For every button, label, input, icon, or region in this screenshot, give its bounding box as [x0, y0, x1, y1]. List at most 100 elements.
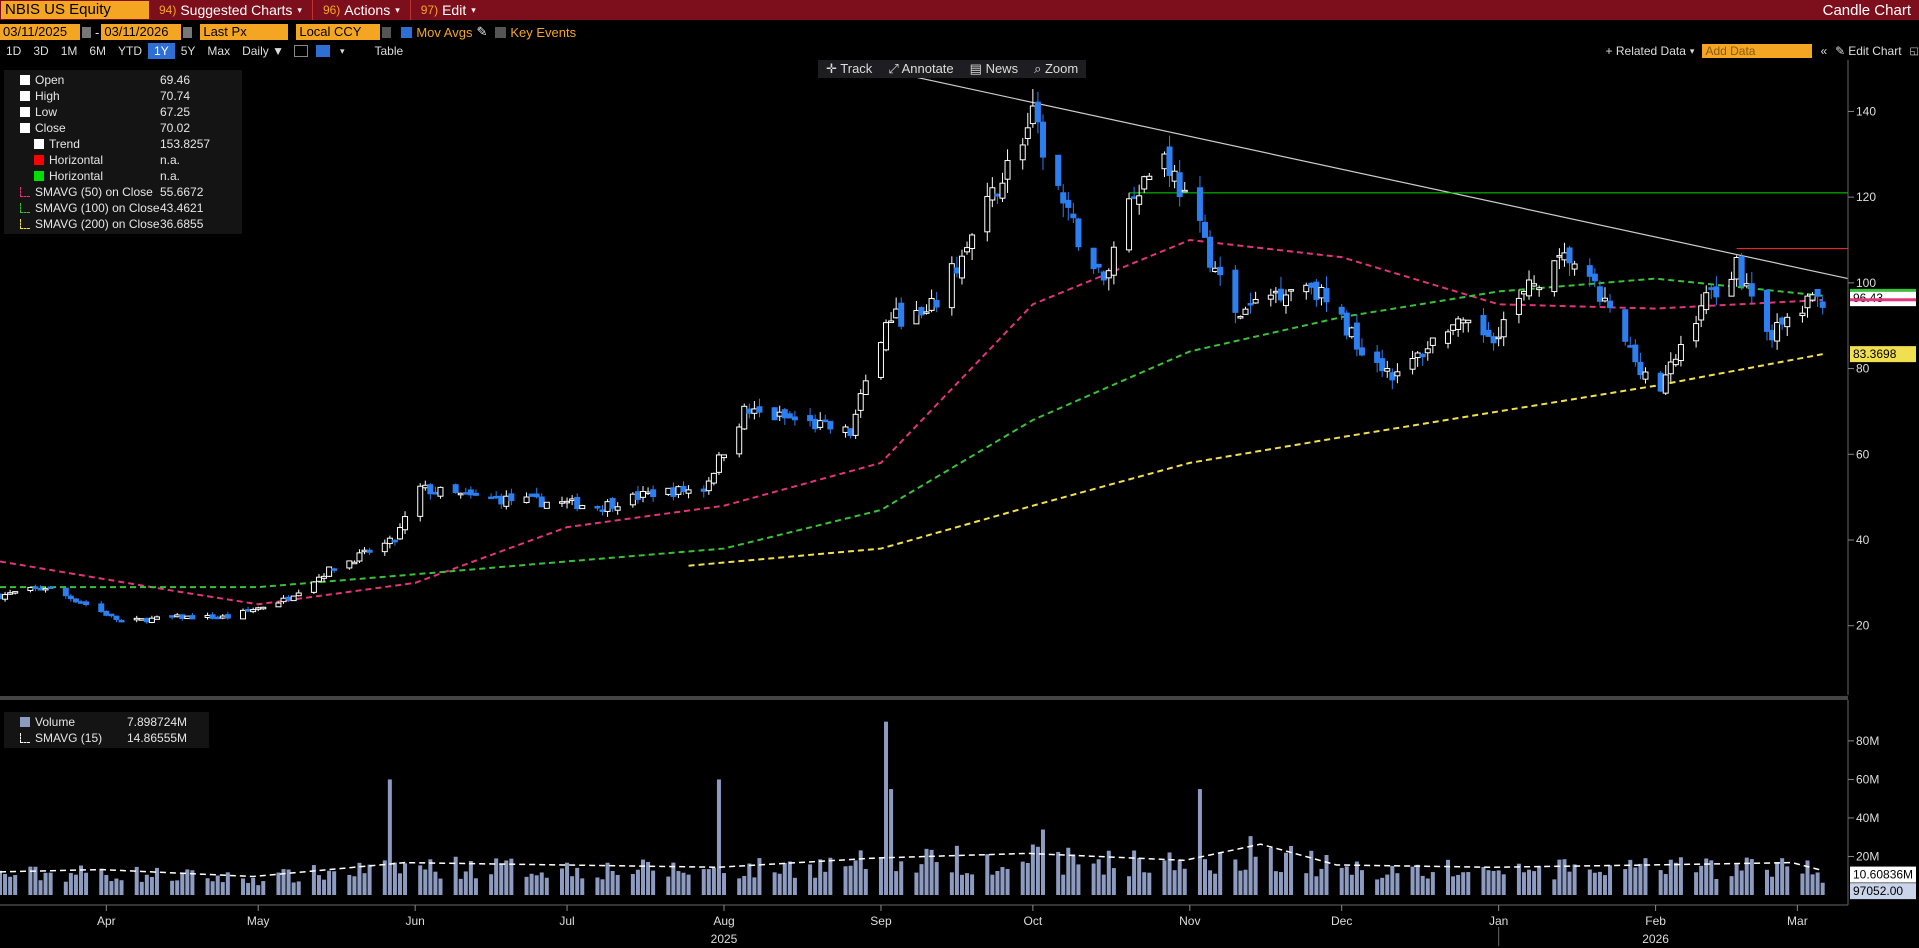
volume-bar [954, 845, 959, 895]
volume-bar [296, 881, 301, 895]
volume-legend-row[interactable]: SMAVG (15) 14.86555M [4, 730, 209, 746]
candle-body [1536, 287, 1543, 291]
candle-body [574, 496, 581, 510]
price-legend-row[interactable]: Close 70.02 [4, 120, 242, 136]
volume-bar [1339, 867, 1344, 895]
range-6m[interactable]: 6M [89, 44, 107, 58]
candle-body [1065, 199, 1072, 208]
period-select[interactable]: Daily ▼ [242, 44, 284, 58]
price-legend-row[interactable]: SMAVG (50) on Close 55.6672 [4, 184, 242, 200]
zoom-tool[interactable]: ⌕ Zoom [1034, 61, 1079, 76]
related-data-button[interactable]: + Related Data [1605, 44, 1686, 58]
edit-menu[interactable]: 97) Edit ▾ [417, 0, 480, 20]
volume-bar [1035, 846, 1040, 895]
candle-body [746, 408, 753, 414]
calendar-icon[interactable] [82, 26, 91, 38]
pencil-icon[interactable]: ✎ [1835, 44, 1846, 58]
table-button[interactable]: Table [374, 44, 404, 58]
price-legend-row[interactable]: SMAVG (100) on Close 43.4621 [4, 200, 242, 216]
range-ytd[interactable]: YTD [118, 44, 143, 58]
volume-bar [149, 876, 154, 895]
mov-avgs-checkbox[interactable] [401, 26, 413, 38]
candle-body [877, 342, 884, 378]
currency-select[interactable]: Local CCY [296, 24, 381, 40]
ticker-field[interactable]: NBIS US Equity [1, 1, 149, 19]
key-events-checkbox[interactable] [495, 26, 507, 38]
y-tick-label: 40 [1856, 533, 1870, 547]
collapse-left-icon[interactable]: « [1820, 44, 1828, 58]
annotate-tool[interactable]: ⤢ Annotate [888, 61, 954, 76]
range-1m[interactable]: 1M [60, 44, 78, 58]
chevron-down-icon[interactable] [382, 26, 392, 38]
volume-legend-row[interactable]: Volume 7.898724M [4, 714, 209, 730]
chevron-down-icon[interactable]: ▾ [1689, 45, 1695, 56]
start-date-field[interactable]: 03/11/2025 [0, 24, 80, 40]
price-legend-row[interactable]: Horizontal n.a. [4, 152, 242, 168]
edit-chart-button[interactable]: Edit Chart [1848, 44, 1902, 58]
track-tool[interactable]: ✛ Track [826, 61, 873, 76]
volume-bar [884, 721, 889, 895]
candle-body [1252, 298, 1259, 304]
candle-body [822, 419, 829, 423]
suggested-charts-menu[interactable]: 94) Suggested Charts ▾ [155, 0, 306, 20]
candle-body [209, 614, 216, 619]
volume-bar [1375, 879, 1380, 895]
add-data-input[interactable]: Add Data [1702, 44, 1813, 58]
price-legend-row[interactable]: Low 67.25 [4, 104, 242, 120]
pencil-icon[interactable]: ✎ [476, 24, 488, 39]
volume-bar [225, 872, 230, 895]
volume-bar [934, 862, 939, 895]
mov-avgs-label[interactable]: Mov Avgs [416, 24, 473, 40]
key-events-label[interactable]: Key Events [510, 24, 577, 40]
price-field-select[interactable]: Last Px [200, 24, 289, 40]
volume-bar [210, 881, 215, 895]
volume-bar [1805, 860, 1810, 895]
price-legend-row[interactable]: Open 69.46 [4, 72, 242, 88]
candle-body [1374, 351, 1381, 363]
volume-bar [1289, 845, 1294, 895]
volume-bar [1663, 873, 1668, 895]
volume-bar [1562, 859, 1567, 895]
sma200-tag-bg [1850, 346, 1916, 363]
price-legend-row[interactable]: SMAVG (200) on Close 36.6855 [4, 216, 242, 232]
candle-body [999, 182, 1006, 199]
price-legend-row[interactable]: High 70.74 [4, 88, 242, 104]
menu-number: 97) [420, 3, 439, 17]
news-tool[interactable]: ▤ News [969, 61, 1019, 76]
candle-body [98, 603, 105, 613]
range-bar: 1D 3D 1M 6M YTD 1Y 5Y Max Daily ▼ ▾ Tabl… [0, 43, 1919, 59]
range-max[interactable]: Max [207, 44, 231, 58]
chevron-down-icon[interactable]: ▾ [339, 45, 345, 56]
volume-bar [959, 874, 964, 895]
volume-bar [580, 878, 585, 895]
volume-bar [1395, 873, 1400, 895]
candle-body [883, 322, 890, 351]
actions-menu[interactable]: 96) Actions ▾ [319, 0, 404, 20]
volume-bar [1020, 861, 1025, 895]
legend-value: 55.6672 [160, 185, 204, 199]
range-5y[interactable]: 5Y [180, 44, 196, 58]
line-chart-icon[interactable] [293, 45, 308, 57]
volume-bar [276, 872, 281, 895]
calendar-icon[interactable] [183, 26, 193, 38]
volume-bar [1005, 868, 1010, 895]
volume-bar [635, 869, 640, 895]
candle-body [472, 492, 479, 496]
candle-body [366, 549, 373, 553]
volume-bar [367, 864, 372, 895]
volume-bar [828, 857, 833, 895]
candle-body [103, 610, 110, 616]
expand-icon[interactable]: ◱ [1909, 45, 1919, 57]
range-3d[interactable]: 3D [33, 44, 49, 58]
candle-chart-icon[interactable] [315, 45, 330, 57]
range-1y[interactable]: 1Y [148, 43, 175, 59]
candle-body [807, 415, 814, 422]
volume-bar [1030, 844, 1035, 895]
end-date-field[interactable]: 03/11/2026 [101, 24, 182, 40]
range-1d[interactable]: 1D [6, 44, 22, 58]
price-legend-row[interactable]: Horizontal n.a. [4, 168, 242, 184]
legend-swatch [20, 107, 30, 117]
price-legend-row[interactable]: Trend 153.8257 [4, 136, 242, 152]
y-tick-label: 100 [1856, 276, 1876, 290]
